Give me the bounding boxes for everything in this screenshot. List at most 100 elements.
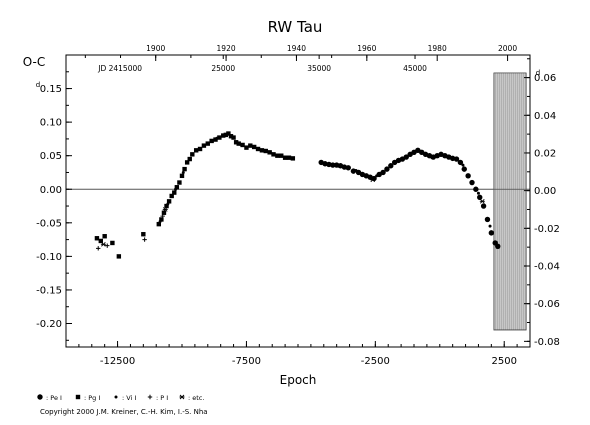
data-point — [187, 156, 192, 162]
data-point — [162, 207, 168, 212]
data-point — [415, 149, 419, 153]
data-point — [461, 166, 467, 172]
data-point — [337, 164, 341, 168]
top-jd-label: 25000 — [211, 64, 235, 73]
data-point — [228, 134, 234, 139]
data-point — [238, 142, 242, 146]
legend-label: : Pg I — [84, 394, 100, 402]
data-point — [169, 193, 174, 199]
right-tick-label: 0.00 — [534, 186, 556, 197]
top-year-label: 2000 — [498, 44, 517, 53]
data-point — [156, 221, 161, 227]
data-point — [213, 137, 218, 142]
data-point — [217, 135, 222, 140]
data-point — [488, 230, 495, 236]
data-point — [473, 186, 479, 192]
left-tick-label: -0.10 — [36, 252, 62, 263]
legend-symbol — [147, 394, 153, 400]
y-axis-label-left: O-C — [23, 55, 46, 69]
left-tick-label: -0.20 — [36, 319, 62, 330]
legend-item: : Pe I — [37, 394, 62, 402]
right-tick-label: 0.02 — [534, 148, 556, 159]
data-point — [233, 140, 239, 145]
left-tick-label: 0.00 — [40, 185, 62, 196]
top-jd-label: 45000 — [403, 64, 427, 73]
data-point — [476, 191, 480, 195]
data-point — [166, 199, 172, 204]
data-point — [275, 153, 280, 158]
data-point — [174, 187, 178, 191]
data-point — [116, 254, 122, 259]
data-point — [141, 232, 146, 237]
data-point — [166, 202, 170, 206]
data-point — [161, 210, 167, 215]
top-jd-label: JD 2415000 — [97, 64, 142, 73]
plot-frame — [65, 54, 531, 348]
data-point — [244, 145, 249, 150]
data-point — [403, 154, 409, 160]
data-point — [105, 243, 110, 248]
data-point — [181, 170, 185, 174]
data-point — [98, 238, 103, 244]
legend-label: : Pe I — [46, 394, 62, 402]
data-point — [215, 136, 219, 140]
data-point — [226, 131, 231, 136]
data-point — [279, 153, 284, 158]
top-year-label: 1980 — [428, 44, 447, 53]
data-point — [100, 241, 106, 247]
top-year-label: 1960 — [357, 44, 376, 53]
copyright-note: Copyright 2000 J.M. Kreiner, C.-H. Kim, … — [40, 408, 208, 416]
right-tick-label: -0.04 — [534, 261, 560, 272]
bottom-tick-label: -7500 — [232, 356, 261, 367]
legend-symbol — [114, 395, 118, 399]
data-point — [384, 166, 390, 172]
data-point — [370, 177, 376, 183]
legend-label: : Vi I — [122, 394, 136, 402]
data-point — [480, 203, 487, 209]
data-point — [446, 154, 450, 158]
right-tick-label: 0.04 — [534, 111, 556, 122]
data-point — [488, 224, 492, 228]
data-point — [484, 216, 491, 223]
data-point — [457, 159, 464, 166]
data-point — [201, 143, 207, 148]
data-point — [354, 168, 358, 172]
chart-title: RW Tau — [268, 18, 323, 36]
data-point — [248, 143, 253, 148]
data-point — [142, 237, 147, 242]
hatch-border — [493, 72, 527, 331]
data-point — [159, 217, 164, 222]
data-point — [461, 163, 465, 167]
data-point — [205, 141, 210, 146]
data-point — [96, 246, 101, 251]
data-point — [179, 173, 185, 179]
data-point — [375, 174, 379, 178]
top-year-label: 1920 — [217, 44, 236, 53]
data-point — [221, 133, 226, 138]
data-point — [164, 203, 169, 209]
data-point — [477, 194, 483, 201]
left-tick-label: -0.15 — [36, 285, 62, 296]
bottom-tick-label: -2500 — [361, 356, 390, 367]
right-tick-label: -0.06 — [534, 299, 560, 310]
data-point — [469, 179, 475, 186]
data-point — [182, 166, 187, 172]
left-tick-label: -0.05 — [36, 218, 62, 229]
data-point — [388, 163, 394, 169]
data-point — [102, 234, 107, 239]
data-point — [172, 190, 177, 195]
x-axis-label: Epoch — [280, 373, 317, 387]
top-year-label: 1940 — [287, 44, 306, 53]
data-point — [259, 148, 265, 153]
data-point — [190, 152, 195, 157]
right-tick-label: 0.06 — [534, 73, 556, 84]
data-point — [290, 156, 296, 161]
right-tick-label: -0.02 — [534, 224, 560, 235]
data-point — [160, 213, 165, 219]
data-point — [184, 160, 190, 165]
left-tick-label: 0.10 — [40, 118, 62, 129]
top-year-label: 1900 — [146, 44, 165, 53]
data-point — [380, 169, 386, 176]
data-point — [240, 142, 245, 148]
